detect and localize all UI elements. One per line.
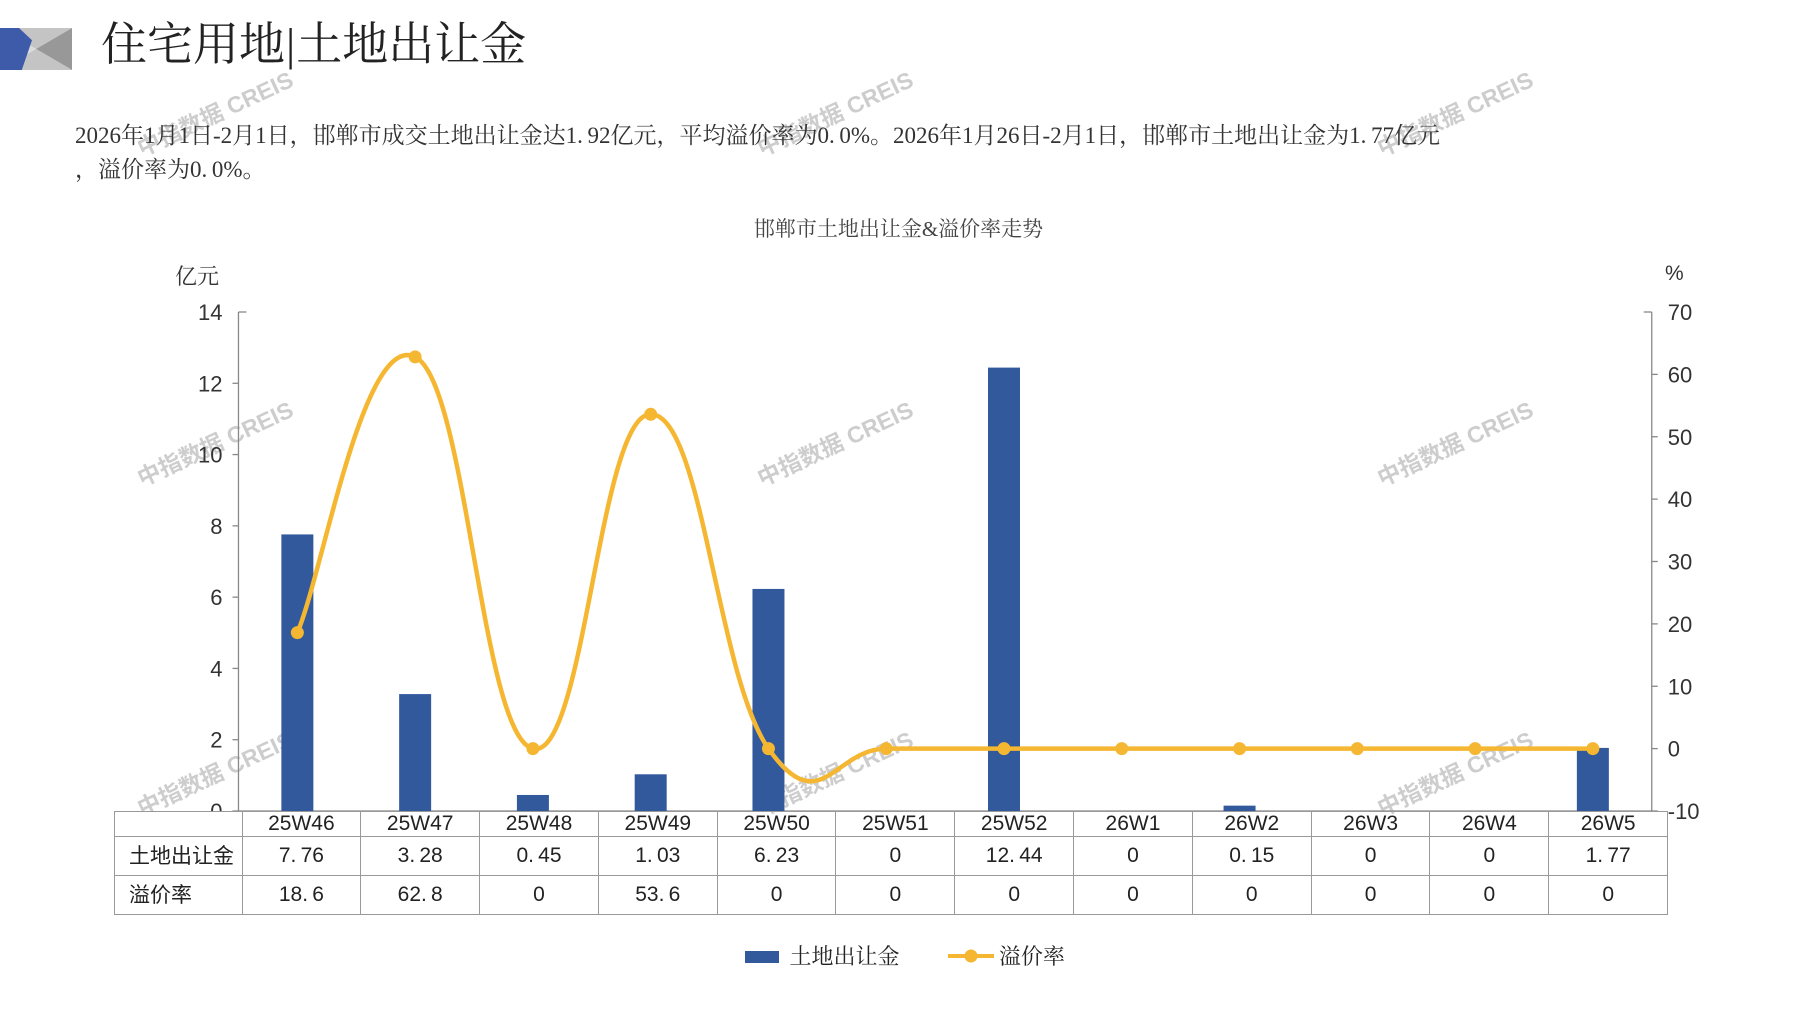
svg-text:8: 8 xyxy=(210,514,222,539)
svg-text:30: 30 xyxy=(1668,550,1692,575)
svg-text:70: 70 xyxy=(1668,300,1692,325)
svg-text:4: 4 xyxy=(210,656,222,681)
svg-text:60: 60 xyxy=(1668,362,1692,387)
svg-text:10: 10 xyxy=(1668,674,1692,699)
svg-text:6: 6 xyxy=(210,585,222,610)
svg-text:50: 50 xyxy=(1668,425,1692,450)
svg-text:-10: -10 xyxy=(1668,799,1700,824)
svg-text:0: 0 xyxy=(1668,737,1680,762)
svg-text:40: 40 xyxy=(1668,487,1692,512)
svg-text:20: 20 xyxy=(1668,612,1692,637)
svg-text:12: 12 xyxy=(198,371,222,396)
svg-text:2: 2 xyxy=(210,728,222,753)
svg-text:14: 14 xyxy=(198,300,222,325)
svg-text:10: 10 xyxy=(198,443,222,468)
